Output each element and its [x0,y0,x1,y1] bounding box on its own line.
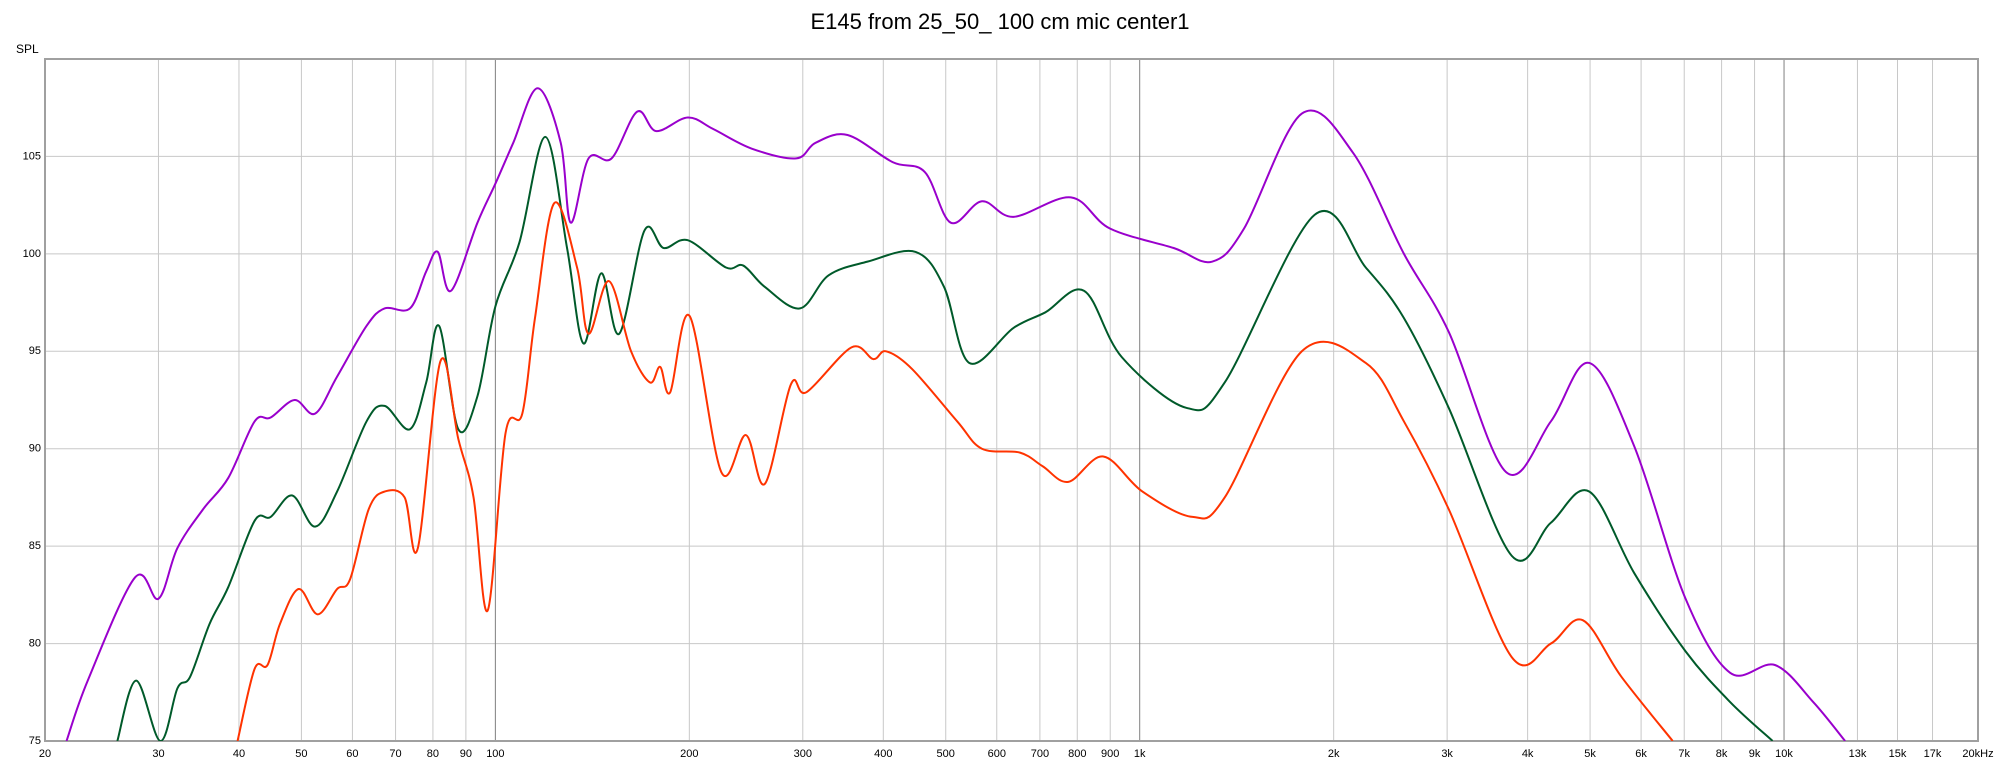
x-tick-label: 50 [295,748,307,760]
x-tick-label: 40 [233,748,245,760]
y-tick-label: 90 [29,443,41,455]
x-tick-label: 7k [1678,748,1690,760]
x-tick-label: 8k [1716,748,1728,760]
x-tick-label: 20 [39,748,51,760]
x-tick-label: 17k [1924,748,1942,760]
y-tick-label: 100 [23,248,41,260]
y-tick-label: 85 [29,540,41,552]
series-line [65,87,1846,741]
series-line [116,135,1774,741]
x-tick-label: 1k [1134,748,1146,760]
x-tick-label: 100 [486,748,504,760]
x-tick-label: 80 [427,748,439,760]
x-tick-label: 90 [460,748,472,760]
x-tick-label: 5k [1584,748,1596,760]
x-tick-label: 600 [988,748,1006,760]
x-tick-label: 800 [1068,748,1086,760]
x-tick-label: 500 [937,748,955,760]
x-tick-label: 60 [346,748,358,760]
x-tick-label: 10k [1775,748,1793,760]
x-tick-label: 9k [1749,748,1761,760]
y-axis-label: SPL [16,42,39,56]
x-tick-label: 3k [1441,748,1453,760]
y-tick-label: 95 [29,345,41,357]
x-tick-label: 15k [1889,748,1907,760]
x-tick-label: 6k [1635,748,1647,760]
y-tick-label: 80 [29,637,41,649]
x-tick-label: 900 [1101,748,1119,760]
plot-background [45,59,1978,741]
x-tick-label: 700 [1031,748,1049,760]
plot-border [44,58,1979,742]
x-tick-label: 20kHz [1962,748,1993,760]
x-tick-label: 30 [152,748,164,760]
x-tick-label: 200 [680,748,698,760]
y-tick-label: 105 [23,150,41,162]
x-tick-label: 300 [794,748,812,760]
chart-title: E145 from 25_50_ 100 cm mic center1 [810,9,1189,34]
x-tick-label: 2k [1328,748,1340,760]
x-tick-label: 13k [1849,748,1867,760]
x-tick-label: 70 [389,748,401,760]
x-tick-label: 4k [1522,748,1534,760]
series-group [65,87,1846,741]
x-tick-label: 400 [874,748,892,760]
y-tick-label: 75 [29,735,41,747]
series-line [236,201,1674,741]
